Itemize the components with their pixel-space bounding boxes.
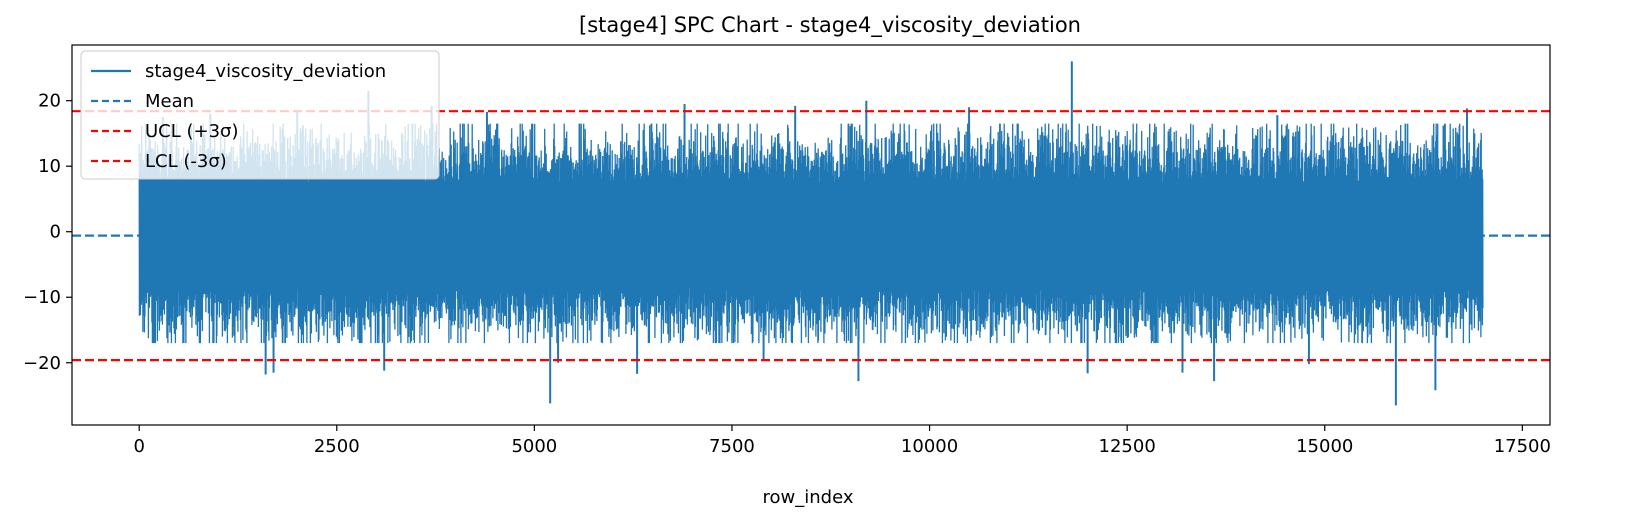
- chart-title: [stage4] SPC Chart - stage4_viscosity_de…: [579, 13, 1081, 38]
- plot-frame: [71, 44, 1551, 426]
- legend-label: stage4_viscosity_deviation: [145, 61, 386, 82]
- x-tick-label: 7500: [709, 436, 755, 457]
- series-layer: [138, 61, 1484, 406]
- x-tick-label: 17500: [1494, 436, 1551, 457]
- x-tick-label: 15000: [1296, 436, 1353, 457]
- y-tick-label: 20: [38, 91, 61, 112]
- y-tick-label: 0: [50, 222, 61, 243]
- y-tick-label: 10: [38, 156, 61, 177]
- x-tick-label: 2500: [314, 436, 360, 457]
- x-tick-label: 12500: [1099, 436, 1156, 457]
- x-tick-label: 0: [133, 436, 144, 457]
- x-tick-label: 10000: [901, 436, 958, 457]
- x-axis-ticks: 0 2500 5000 7500 10000 12500 15000 17500: [133, 425, 1551, 457]
- y-axis-ticks: −20 −10 0 10 20: [23, 91, 72, 374]
- y-tick-label: −20: [23, 353, 61, 374]
- series-line-main: [138, 123, 1484, 344]
- legend-label: UCL (+3σ): [145, 121, 238, 142]
- legend-box: [80, 50, 440, 180]
- y-tick-label: −10: [23, 287, 61, 308]
- x-axis-label: row_index: [763, 487, 854, 508]
- legend: stage4_viscosity_deviation Mean UCL (+3σ) L…: [80, 50, 440, 180]
- legend-label: LCL (-3σ): [145, 151, 227, 172]
- x-tick-label: 5000: [511, 436, 557, 457]
- legend-label: Mean: [145, 91, 194, 112]
